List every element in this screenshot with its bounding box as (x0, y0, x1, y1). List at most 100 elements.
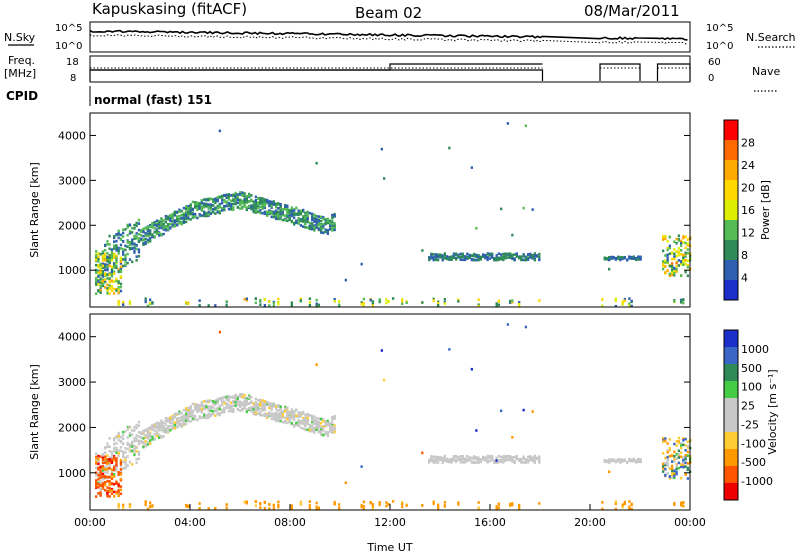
echo-cell (149, 432, 152, 436)
echo-cell (101, 456, 105, 460)
echo-cell (279, 405, 282, 409)
echo-cell (277, 207, 280, 210)
echo-cell (117, 229, 120, 233)
echo-cell (108, 495, 111, 498)
echo-cell (446, 256, 449, 260)
echo-cell (304, 425, 307, 428)
echo-cell (189, 411, 192, 414)
echo-cell (333, 222, 336, 225)
echo-cell (171, 414, 174, 418)
echo-cell (176, 412, 179, 416)
echo-cell (113, 270, 116, 273)
echo-cell (113, 437, 116, 440)
echo-cell (106, 462, 109, 466)
echo-cell (628, 304, 631, 308)
echo-cell (486, 461, 489, 464)
echo-cell (664, 437, 667, 440)
echo-cell (110, 274, 114, 278)
y-tick-label: 4000 (58, 129, 86, 142)
echo-cell (99, 480, 102, 483)
echo-cell (671, 467, 674, 471)
echo-cell (205, 400, 208, 404)
echo-cell (119, 469, 123, 473)
echo-cell (248, 394, 251, 398)
echo-cell (223, 193, 226, 197)
echo-cell (677, 453, 680, 456)
echo-cell (135, 235, 138, 238)
echo-cell (311, 417, 314, 421)
echo-cell (243, 403, 246, 407)
echo-cell (117, 246, 120, 250)
echo-cell (153, 235, 156, 238)
echo-cell (189, 420, 192, 423)
echo-cell (387, 300, 390, 303)
echo-cell (151, 435, 154, 439)
echo-cell (158, 421, 161, 425)
echo-cell (97, 462, 100, 466)
echo-cell (117, 291, 120, 294)
echo-cell (160, 232, 163, 236)
echo-cell (322, 418, 325, 421)
echo-cell (673, 266, 676, 270)
echo-cell (227, 193, 230, 196)
echo-cell (155, 219, 159, 223)
echo-cell (671, 474, 674, 477)
echo-cell (369, 501, 372, 505)
echo-cell (169, 222, 172, 226)
echo-cell (315, 424, 318, 428)
echo-cell (108, 260, 111, 264)
echo-cell (437, 255, 440, 259)
echo-cell (333, 300, 336, 303)
echo-cell (288, 416, 291, 419)
echo-cell (308, 224, 311, 228)
echo-cell (313, 418, 316, 422)
echo-cell (117, 286, 120, 289)
echo-cell (110, 254, 114, 257)
echo-cell (304, 428, 307, 431)
echo-cell (124, 458, 127, 461)
echo-cell (259, 200, 262, 203)
echo-cell (200, 403, 203, 406)
echo-cell (668, 264, 671, 268)
echo-cell (317, 222, 320, 225)
echo-cell (203, 404, 206, 407)
freq-tick-top: 18 (66, 57, 79, 68)
echo-cell (421, 249, 424, 252)
echo-cell (113, 263, 116, 266)
echo-cell (108, 458, 111, 462)
echo-cell (533, 456, 536, 460)
echo-cell (333, 226, 336, 229)
echo-cell (223, 200, 226, 203)
echo-cell (113, 465, 116, 469)
echo-cell (675, 237, 678, 241)
echo-cell (331, 219, 334, 222)
echo-cell (160, 424, 163, 427)
echo-cell (320, 231, 323, 234)
echo-cell (531, 208, 534, 211)
echo-cell (299, 211, 302, 214)
echo-cell (263, 200, 266, 204)
echo-cell (502, 255, 505, 259)
echo-cell (259, 196, 262, 200)
echo-cell (450, 460, 453, 464)
echo-cell (176, 426, 179, 429)
echo-cell (191, 215, 194, 218)
echo-cell (101, 282, 105, 286)
echo-cell (151, 302, 154, 305)
echo-cell (113, 468, 116, 472)
echo-cell (101, 264, 105, 268)
echo-cell (524, 459, 527, 462)
echo-cell (218, 196, 221, 199)
echo-cell (142, 440, 145, 444)
echo-cell (113, 280, 116, 283)
echo-cell (128, 432, 132, 435)
echo-cell (626, 258, 629, 262)
echo-cell (275, 405, 278, 408)
x-tick-label: 00:00 (74, 516, 106, 529)
echo-cell (279, 210, 282, 213)
echo-cell (324, 421, 327, 425)
echo-cell (108, 463, 111, 466)
echo-cell (135, 423, 138, 427)
echo-cell (205, 212, 208, 215)
colorbar-swatch (724, 398, 738, 416)
